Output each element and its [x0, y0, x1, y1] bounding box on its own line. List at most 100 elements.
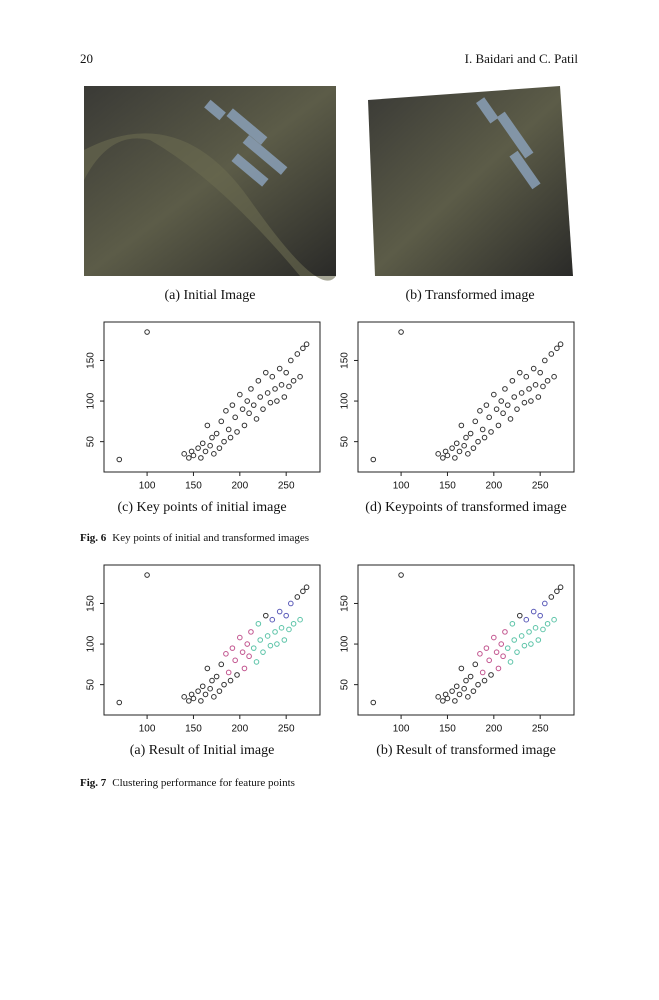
- point: [504, 402, 511, 408]
- point: [514, 649, 520, 655]
- point: [144, 572, 150, 578]
- x-tick-label: 150: [439, 724, 456, 735]
- point: [370, 456, 377, 463]
- point: [213, 430, 220, 437]
- point: [523, 373, 530, 380]
- image-transformed: [368, 86, 573, 276]
- point: [518, 390, 525, 396]
- figure-label: Fig. 6: [80, 532, 107, 544]
- point: [195, 445, 201, 451]
- point: [535, 394, 542, 400]
- point: [535, 637, 542, 643]
- point: [237, 634, 243, 641]
- point: [199, 440, 206, 447]
- point: [452, 455, 458, 461]
- point: [498, 641, 505, 647]
- point: [274, 398, 280, 404]
- point: [283, 612, 289, 619]
- point: [260, 406, 266, 412]
- plot-frame: [103, 321, 321, 473]
- point: [202, 691, 209, 698]
- point: [262, 612, 269, 619]
- point: [300, 588, 306, 595]
- point: [557, 584, 564, 591]
- point: [542, 357, 548, 364]
- point: [537, 369, 543, 376]
- point: [181, 451, 187, 457]
- point: [264, 633, 271, 639]
- point: [511, 637, 518, 643]
- point: [225, 426, 232, 433]
- point: [495, 422, 502, 429]
- point: [481, 434, 488, 441]
- point: [461, 442, 467, 449]
- point: [479, 669, 486, 676]
- point: [116, 699, 123, 706]
- point: [300, 345, 306, 352]
- y-tick-label: 100: [340, 635, 351, 652]
- point: [491, 634, 497, 641]
- point: [269, 373, 276, 380]
- point: [294, 351, 301, 357]
- y-tick-label: 100: [340, 392, 351, 409]
- y-tick-label: 100: [86, 635, 97, 652]
- point: [444, 695, 451, 702]
- subfigure-caption: (a) Initial Image: [165, 288, 256, 303]
- y-tick-label: 50: [86, 436, 97, 448]
- subfigure-caption: (b) Transformed image: [405, 288, 534, 303]
- point: [211, 451, 217, 457]
- point: [294, 594, 301, 600]
- point: [239, 649, 246, 655]
- point: [244, 398, 251, 404]
- point: [248, 386, 254, 392]
- point: [483, 645, 490, 651]
- point: [516, 612, 523, 619]
- point: [218, 418, 225, 425]
- point: [272, 386, 278, 392]
- point: [202, 448, 209, 455]
- point: [540, 626, 546, 633]
- point: [223, 651, 229, 657]
- point: [483, 402, 490, 408]
- point: [532, 382, 539, 388]
- point: [398, 329, 404, 335]
- point: [532, 625, 539, 631]
- image-initial: [84, 86, 336, 281]
- point: [276, 608, 283, 615]
- point: [465, 694, 471, 700]
- point: [239, 406, 246, 412]
- point: [495, 665, 502, 672]
- point: [190, 695, 197, 702]
- point: [502, 386, 508, 392]
- point: [195, 688, 201, 694]
- point: [248, 629, 254, 635]
- point: [290, 377, 297, 384]
- point: [267, 642, 274, 649]
- point: [229, 402, 236, 408]
- point: [470, 688, 477, 694]
- point: [470, 445, 477, 451]
- point: [544, 377, 551, 384]
- x-tick-label: 100: [139, 481, 156, 492]
- point: [472, 418, 479, 425]
- point: [257, 394, 264, 400]
- point: [223, 408, 229, 414]
- point: [246, 653, 252, 660]
- point: [234, 429, 240, 435]
- point: [509, 377, 516, 384]
- x-tick-label: 100: [393, 481, 410, 492]
- point: [227, 434, 234, 441]
- point: [232, 657, 238, 664]
- point: [548, 351, 555, 357]
- scatter-plot: 100 150 200 250 50 100 150 (b) Result of transf…: [340, 564, 575, 758]
- x-tick-label: 250: [532, 724, 549, 735]
- point: [237, 391, 243, 398]
- point: [278, 625, 285, 631]
- point: [493, 406, 500, 412]
- point: [542, 600, 548, 607]
- point: [116, 456, 123, 463]
- y-tick-label: 150: [340, 352, 351, 369]
- point: [234, 672, 240, 678]
- point: [509, 620, 516, 627]
